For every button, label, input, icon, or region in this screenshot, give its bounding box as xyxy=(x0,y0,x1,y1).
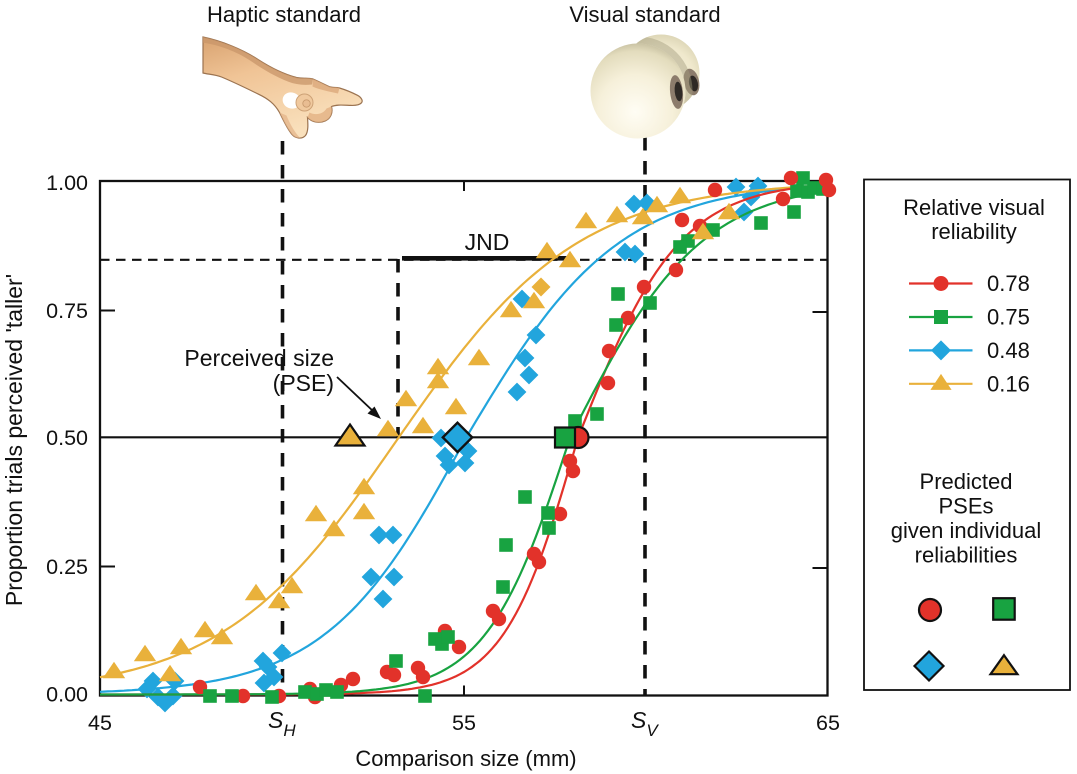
svg-text:Proportion trials perceived 't: Proportion trials perceived 'taller' xyxy=(1,274,27,606)
svg-text:reliability: reliability xyxy=(931,219,1017,244)
svg-text:reliabilities: reliabilities xyxy=(915,543,1018,568)
svg-text:55: 55 xyxy=(452,711,476,735)
svg-text:Relative visual: Relative visual xyxy=(903,195,1045,220)
svg-text:45: 45 xyxy=(88,711,112,735)
svg-text:0.75: 0.75 xyxy=(46,299,88,323)
svg-text:0.25: 0.25 xyxy=(46,555,88,579)
svg-text:65: 65 xyxy=(816,711,840,735)
svg-text:Perceived size: Perceived size xyxy=(184,345,334,371)
svg-text:0.50: 0.50 xyxy=(46,426,88,450)
svg-text:0.00: 0.00 xyxy=(46,683,88,707)
svg-text:0.16: 0.16 xyxy=(987,371,1030,396)
svg-text:1.00: 1.00 xyxy=(46,171,88,195)
svg-text:Comparison size (mm): Comparison size (mm) xyxy=(355,746,576,771)
svg-text:PSEs: PSEs xyxy=(938,494,993,519)
svg-text:0.48: 0.48 xyxy=(987,338,1030,363)
svg-text:Haptic standard: Haptic standard xyxy=(207,2,361,27)
svg-text:Visual standard: Visual standard xyxy=(569,2,720,27)
svg-text:given individual: given individual xyxy=(891,518,1041,543)
svg-text:0.78: 0.78 xyxy=(987,271,1030,296)
svg-text:(PSE): (PSE) xyxy=(273,370,334,396)
svg-text:Predicted: Predicted xyxy=(920,469,1013,494)
svg-text:JND: JND xyxy=(465,229,510,255)
svg-text:0.75: 0.75 xyxy=(987,305,1030,330)
